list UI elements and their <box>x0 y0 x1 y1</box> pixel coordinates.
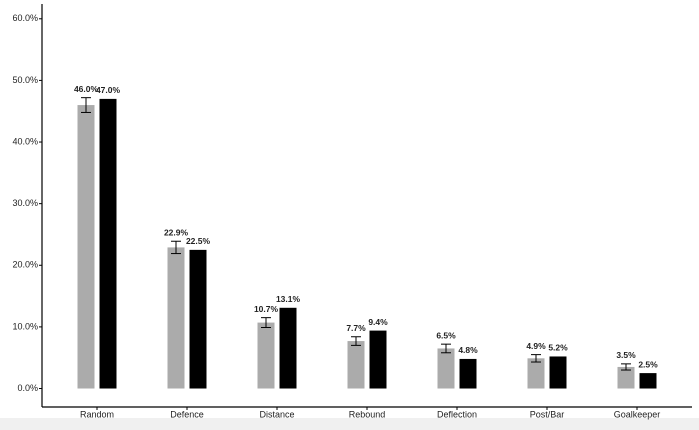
bar <box>459 358 477 389</box>
error-bar <box>531 354 541 363</box>
bar <box>369 330 387 389</box>
value-label: 4.8% <box>458 345 478 355</box>
bar <box>549 356 567 389</box>
x-tick-label: Defence <box>170 409 204 419</box>
x-tick-label: Random <box>80 409 114 419</box>
bar <box>279 307 297 389</box>
value-label: 10.7% <box>254 304 279 314</box>
x-tick-label: Goalkeeper <box>614 409 661 419</box>
value-label: 6.5% <box>436 330 456 340</box>
error-bar <box>351 336 361 346</box>
error-bar <box>441 343 451 354</box>
value-label: 22.9% <box>164 227 189 237</box>
value-label: 47.0% <box>96 85 121 95</box>
x-tick-label: Distance <box>259 409 294 419</box>
bar <box>167 247 185 389</box>
error-bar <box>261 317 271 329</box>
value-label: 22.5% <box>186 236 211 246</box>
y-tick-label: 50.0% <box>12 75 38 85</box>
y-tick-label: 30.0% <box>12 198 38 208</box>
bar <box>639 373 657 389</box>
x-tick-label: Post/Bar <box>530 409 565 419</box>
bar <box>437 348 455 389</box>
bottom-strip <box>0 418 699 430</box>
y-tick-label: 60.0% <box>12 13 38 23</box>
y-tick-label: 10.0% <box>12 321 38 331</box>
value-label: 13.1% <box>276 294 301 304</box>
y-tick-label: 0.0% <box>17 383 38 393</box>
value-label: 2.5% <box>638 359 658 369</box>
bar <box>527 358 545 389</box>
value-label: 4.9% <box>526 341 546 351</box>
bar <box>347 341 365 389</box>
value-label: 9.4% <box>368 317 388 327</box>
x-tick-label: Rebound <box>349 409 386 419</box>
bar <box>257 322 275 389</box>
value-label: 7.7% <box>346 323 366 333</box>
error-bar <box>171 240 181 255</box>
bar <box>189 249 207 389</box>
bar <box>99 98 117 389</box>
error-bar <box>621 363 631 371</box>
y-tick-label: 40.0% <box>12 136 38 146</box>
bar <box>77 105 95 389</box>
x-tick-label: Deflection <box>437 409 477 419</box>
y-tick-label: 20.0% <box>12 260 38 270</box>
bar <box>617 366 635 389</box>
value-label: 3.5% <box>616 350 636 360</box>
value-label: 46.0% <box>74 84 99 94</box>
error-bar <box>81 97 91 113</box>
value-label: 5.2% <box>548 343 568 353</box>
